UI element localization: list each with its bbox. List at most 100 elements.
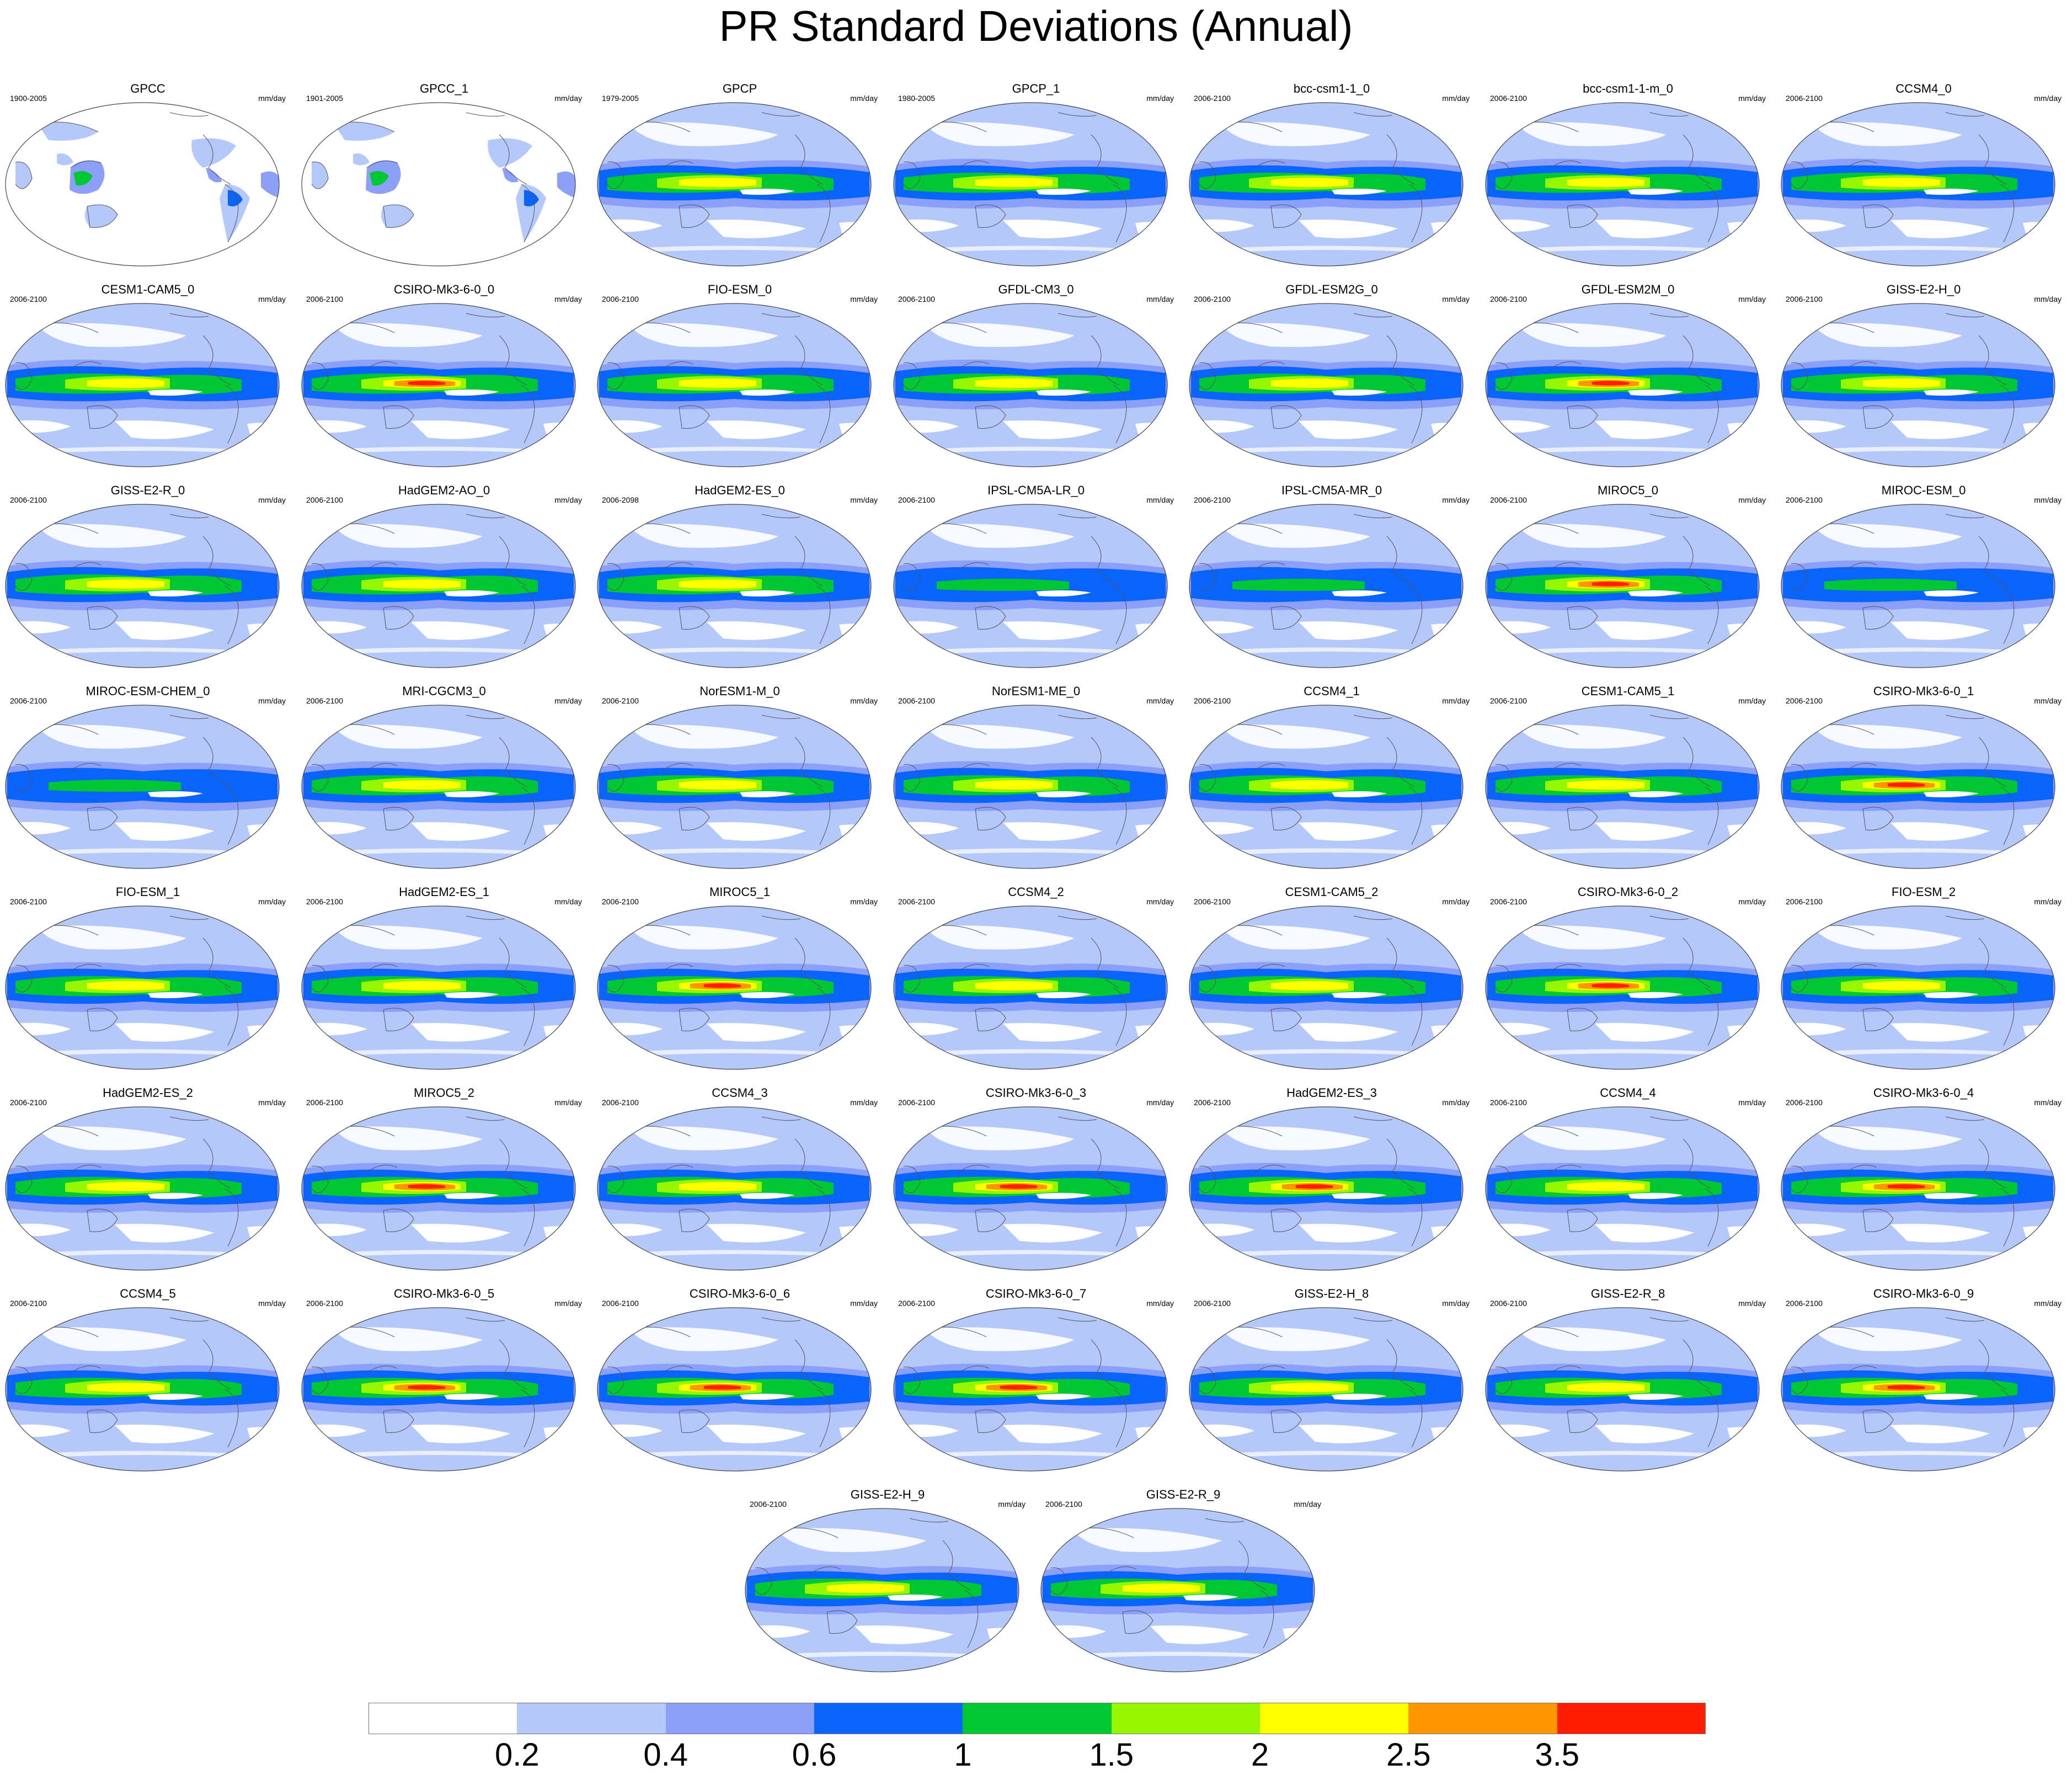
map-panel: MIROC5_0 2006-2100 mm/day — [1484, 483, 1771, 676]
world-map-contour — [1189, 905, 1464, 1070]
world-map-contour — [1781, 1307, 2055, 1472]
world-map-contour — [1485, 1307, 1760, 1472]
map-panel: CSIRO-Mk3-6-0_0 2006-2100 mm/day — [301, 282, 588, 476]
panel-period: 2006-2100 — [306, 897, 343, 906]
panel-period: 2006-2100 — [10, 495, 47, 504]
panel-title: GISS-E2-R_0 — [110, 483, 185, 497]
colorbar-tick-label: 2 — [1251, 1737, 1269, 1773]
panel-title: NorESM1-ME_0 — [991, 684, 1081, 698]
panel-units: mm/day — [258, 1299, 286, 1308]
panel-units: mm/day — [554, 897, 582, 906]
map-panel: MIROC-ESM-CHEM_0 2006-2100 mm/day — [4, 684, 291, 877]
panel-period: 2006-2100 — [602, 1098, 639, 1107]
panel-title: GISS-E2-R_8 — [1590, 1287, 1665, 1300]
world-map-contour — [893, 1307, 1168, 1472]
panel-period: 2006-2100 — [602, 897, 639, 906]
figure-title: PR Standard Deviations (Annual) — [719, 2, 1353, 50]
world-map-contour — [893, 504, 1168, 668]
map-panel: IPSL-CM5A-MR_0 2006-2100 mm/day — [1188, 483, 1475, 676]
colorbar-tick-label: 2.5 — [1386, 1737, 1431, 1773]
world-map-contour — [5, 102, 280, 266]
panel-units: mm/day — [2034, 94, 2062, 103]
world-map-contour — [893, 1106, 1168, 1271]
world-map-contour — [301, 1106, 576, 1271]
panel-title: HadGEM2-AO_0 — [398, 483, 490, 497]
panel-period: 1900-2005 — [10, 94, 47, 103]
panel-title: MIROC-ESM_0 — [1881, 483, 1966, 497]
panel-units: mm/day — [1146, 94, 1174, 103]
map-panel: CSIRO-Mk3-6-0_1 2006-2100 mm/day — [1780, 684, 2067, 877]
panel-units: mm/day — [1442, 495, 1470, 504]
world-map-contour — [1781, 504, 2055, 668]
panel-title: CSIRO-Mk3-6-0_6 — [689, 1287, 791, 1300]
world-map-contour — [597, 303, 872, 467]
panel-period: 2006-2100 — [306, 495, 343, 504]
panel-units: mm/day — [1738, 495, 1766, 504]
map-panel: CSIRO-Mk3-6-0_3 2006-2100 mm/day — [893, 1086, 1179, 1279]
panel-period: 2006-2100 — [1194, 94, 1231, 103]
panel-units: mm/day — [1738, 295, 1766, 303]
panel-units: mm/day — [554, 295, 582, 303]
map-panel: GISS-E2-H_9 2006-2100 mm/day — [744, 1488, 1031, 1681]
colorbar-segment — [814, 1703, 963, 1734]
panel-units: mm/day — [850, 295, 878, 303]
panel-period: 2006-2100 — [750, 1500, 787, 1509]
colorbar-segment — [963, 1703, 1112, 1734]
map-panel: FIO-ESM_2 2006-2100 mm/day — [1780, 885, 2067, 1078]
panel-title: MIROC5_0 — [1597, 483, 1659, 497]
panel-units: mm/day — [258, 295, 286, 303]
panel-period: 2006-2100 — [1194, 1299, 1231, 1308]
panel-period: 1901-2005 — [306, 94, 343, 103]
panel-units: mm/day — [2034, 696, 2062, 705]
world-map-contour — [597, 1106, 872, 1271]
panel-period: 2006-2100 — [306, 1299, 343, 1308]
panel-title: GISS-E2-H_0 — [1886, 282, 1961, 296]
panel-title: CSIRO-Mk3-6-0_9 — [1873, 1287, 1974, 1300]
world-map-contour — [5, 303, 280, 467]
panel-title: CESM1-CAM5_1 — [1581, 684, 1675, 698]
colorbar-segment — [517, 1703, 666, 1734]
colorbar-frame — [369, 1703, 1706, 1734]
panel-units: mm/day — [1738, 897, 1766, 906]
panel-title: CCSM4_3 — [712, 1086, 768, 1100]
colorbar-tick-label: 0.2 — [495, 1737, 540, 1773]
panel-units: mm/day — [1146, 897, 1174, 906]
panel-title: CCSM4_0 — [1895, 82, 1952, 95]
panel-period: 2006-2100 — [898, 495, 935, 504]
panel-units: mm/day — [554, 696, 582, 705]
world-map-contour — [745, 1508, 1019, 1672]
world-map-contour — [301, 303, 576, 467]
panel-units: mm/day — [1738, 696, 1766, 705]
panel-units: mm/day — [2034, 897, 2062, 906]
world-map-contour — [1189, 504, 1464, 668]
world-map-contour — [5, 905, 280, 1070]
panel-period: 2006-2100 — [1194, 1098, 1231, 1107]
panel-period: 2006-2100 — [1786, 1098, 1823, 1107]
panel-period: 2006-2100 — [10, 696, 47, 705]
panel-title: CSIRO-Mk3-6-0_3 — [985, 1086, 1087, 1100]
panel-period: 2006-2100 — [1786, 1299, 1823, 1308]
panel-period: 1979-2005 — [602, 94, 639, 103]
panel-title: CSIRO-Mk3-6-0_4 — [1873, 1086, 1974, 1100]
panel-title: CCSM4_4 — [1600, 1086, 1656, 1100]
panel-period: 2006-2100 — [1786, 696, 1823, 705]
panel-title: GFDL-ESM2M_0 — [1581, 282, 1675, 296]
panel-units: mm/day — [1442, 1098, 1470, 1107]
map-panel: CCSM4_0 2006-2100 mm/day — [1780, 82, 2067, 275]
panel-units: mm/day — [1738, 1098, 1766, 1107]
world-map-contour — [597, 504, 872, 668]
world-map-contour — [301, 504, 576, 668]
world-map-contour — [597, 705, 872, 869]
panel-units: mm/day — [1442, 897, 1470, 906]
map-panel: CSIRO-Mk3-6-0_9 2006-2100 mm/day — [1780, 1287, 2067, 1480]
panel-title: MIROC5_2 — [413, 1086, 475, 1100]
panel-period: 2006-2100 — [10, 1098, 47, 1107]
world-map-contour — [301, 705, 576, 869]
colorbar-segment — [1111, 1703, 1261, 1734]
panel-period: 2006-2100 — [1045, 1500, 1082, 1509]
map-panel: CCSM4_5 2006-2100 mm/day — [4, 1287, 291, 1480]
world-map-contour — [1485, 102, 1760, 266]
colorbar-tick-label: 1.5 — [1089, 1737, 1134, 1773]
world-map-contour — [5, 1307, 280, 1472]
panel-units: mm/day — [2034, 1098, 2062, 1107]
